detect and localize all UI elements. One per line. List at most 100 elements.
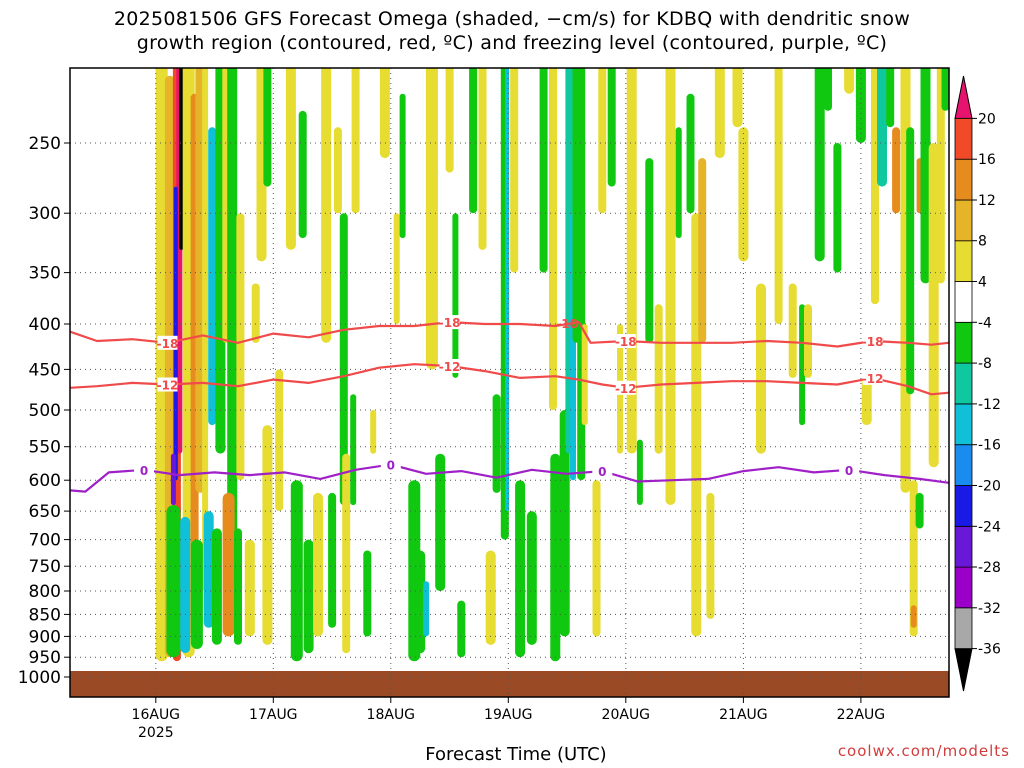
omega-shade-cell (920, 68, 931, 284)
contour-label: -18 (556, 317, 578, 331)
omega-shade-cell (363, 550, 372, 637)
contour-line (70, 363, 949, 396)
omega-shade-cell (906, 127, 915, 395)
omega-shade-cell (714, 68, 725, 159)
omega-shade-cell (844, 68, 855, 94)
omega-shade-cell (469, 68, 478, 214)
omega-shade-cell (732, 68, 743, 128)
omega-shade-cell (636, 439, 643, 505)
y-tick-label: 400 (29, 315, 61, 335)
x-axis-label: Forecast Time (UTC) (425, 744, 607, 765)
colorbar-label: -28 (978, 560, 1001, 576)
omega-shade-cell (333, 127, 342, 214)
y-tick-label: 500 (29, 401, 61, 421)
omega-shade-cell (251, 283, 260, 343)
omega-shade-cell (155, 68, 168, 662)
y-tick-label: 850 (29, 605, 61, 625)
omega-shade-cell (675, 127, 682, 239)
x-tick-label: 18AUG (367, 707, 416, 723)
y-tick-label: 250 (29, 134, 61, 154)
colorbar-segment (954, 648, 973, 692)
omega-shade-cell (457, 600, 466, 658)
omega-shade-cell (550, 453, 561, 662)
chart-title-line-1: 2025081506 GFS Forecast Omega (shaded, −… (113, 8, 911, 30)
colorbar-label: 12 (978, 193, 996, 209)
omega-shade-cell (180, 516, 191, 654)
omega-shade-cell (445, 68, 454, 173)
y-tick-label: 300 (29, 204, 61, 224)
omega-shade-cell (607, 68, 616, 187)
x-year-label: 2025 (138, 725, 174, 741)
omega-shade-cell (928, 143, 939, 468)
colorbar-label: 4 (978, 275, 987, 291)
y-tick-label: 1000 (18, 668, 61, 688)
omega-shade-cell (313, 492, 323, 637)
colorbar-label: -24 (978, 519, 1001, 535)
y-tick-label: 600 (29, 471, 61, 491)
omega-shade-cell (351, 68, 360, 214)
omega-shade-cell (598, 68, 607, 214)
x-tick-label: 19AUG (484, 707, 533, 723)
omega-shade-cell (698, 158, 707, 343)
contour-label-bg (134, 462, 154, 477)
omega-shade-cell (515, 480, 526, 658)
omega-shade-cell (425, 68, 438, 370)
contour-label: -12 (439, 360, 461, 374)
omega-shade-cell (202, 68, 209, 591)
colorbar-segment (954, 403, 973, 446)
contour-label-bg (439, 315, 460, 330)
colorbar-label: 16 (978, 152, 996, 168)
x-tick-label: 16AUG (132, 707, 181, 723)
contour-label: -12 (862, 372, 884, 386)
contour-label-bg (439, 359, 460, 373)
omega-shade-cell (452, 213, 459, 378)
omega-shade-cell (645, 158, 654, 343)
contour-label-bg (615, 334, 636, 348)
omega-shade-cell (774, 68, 783, 324)
omega-shade-cell (665, 68, 676, 505)
omega-shade-cell (211, 528, 222, 645)
colorbar-segment (954, 485, 973, 527)
omega-shade-cell (222, 492, 235, 637)
omega-shade-cell (275, 369, 284, 511)
omega-shade-cell (379, 68, 390, 159)
omega-shade-cell (478, 68, 487, 250)
omega-shade-cell (370, 410, 377, 454)
omega-shade-cell (654, 304, 663, 454)
y-tick-label: 800 (29, 582, 61, 602)
colorbar-segment (954, 199, 973, 242)
omega-shade-cell (285, 68, 296, 250)
omega-shade-cell (339, 213, 348, 506)
omega-shade-cell (236, 213, 245, 481)
colorbar-segment (954, 75, 973, 119)
omega-shade-cell (350, 394, 357, 506)
y-tick-label: 700 (29, 531, 61, 551)
omega-shade-cell (492, 394, 501, 493)
y-tick-label: 350 (29, 264, 61, 284)
omega-shade-cell (190, 539, 203, 649)
omega-shade-cell (435, 453, 446, 592)
y-tick-label: 550 (29, 438, 61, 458)
contour-label: 0 (845, 464, 853, 478)
omega-shade-cell (263, 68, 272, 187)
omega-shade-cell (298, 110, 307, 239)
omega-shade-cell (861, 377, 872, 426)
y-tick-label: 950 (29, 648, 61, 668)
omega-shade-cell (788, 283, 797, 378)
omega-shade-cell (208, 127, 217, 426)
omega-shade-cell (234, 528, 242, 645)
omega-shade-cell (559, 410, 570, 637)
contour-label: -18 (862, 335, 884, 349)
omega-shade-cell (173, 186, 178, 481)
omega-shade-cell (686, 93, 695, 214)
source-credit: coolwx.com/modelts (837, 742, 1010, 760)
contour-label: -12 (615, 382, 637, 396)
omega-shade-cell (892, 127, 901, 214)
omega-shade-cell (824, 68, 832, 111)
colorbar-label: -12 (978, 397, 1001, 413)
contour-label: 0 (140, 464, 148, 478)
omega-shade-cell (203, 511, 214, 628)
omega-shade-cell (941, 68, 949, 111)
x-tick-label: 17AUG (249, 707, 298, 723)
